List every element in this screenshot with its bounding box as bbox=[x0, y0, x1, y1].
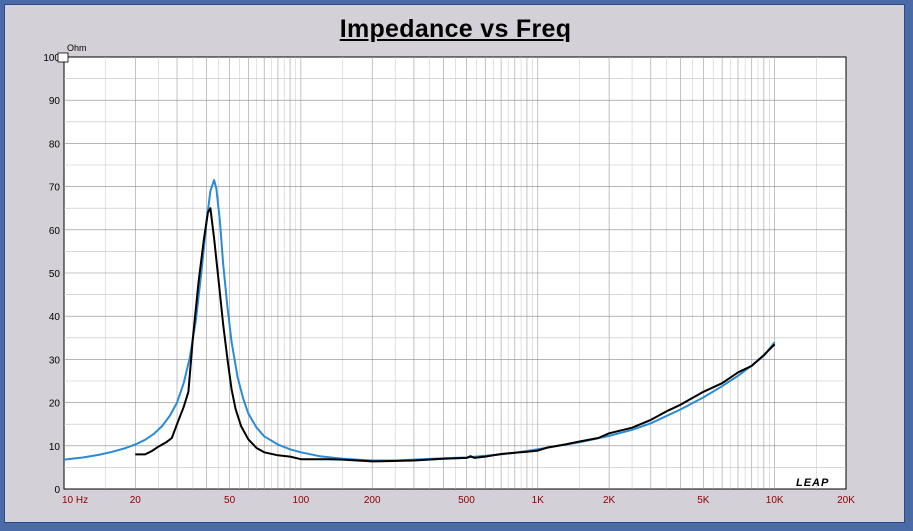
y-tick-label: 100 bbox=[43, 53, 60, 64]
x-tick-label: 500 bbox=[458, 495, 475, 506]
x-tick-label: 10K bbox=[766, 495, 784, 506]
y-tick-label: 70 bbox=[49, 183, 61, 194]
series-layer bbox=[63, 179, 776, 463]
x-tick-label: 10 Hz bbox=[62, 495, 88, 506]
series-line-1 bbox=[63, 179, 776, 462]
x-tick-label: 2K bbox=[603, 495, 616, 506]
y-tick-label: 60 bbox=[49, 226, 61, 237]
x-tick-label: 5K bbox=[697, 495, 710, 506]
x-tick-label: 20 bbox=[130, 495, 142, 506]
series-line-2 bbox=[135, 207, 776, 463]
x-tick-label: 20K bbox=[837, 495, 855, 506]
grid bbox=[64, 57, 846, 489]
leap-logo: LEAP bbox=[796, 477, 829, 489]
y-tick-label: 80 bbox=[49, 139, 61, 150]
y-tick-label: 10 bbox=[49, 442, 61, 453]
y-tick-label: 30 bbox=[49, 355, 61, 366]
y-tick-label: 50 bbox=[49, 269, 61, 280]
unit-marker-icon bbox=[57, 52, 69, 63]
x-tick-label: 200 bbox=[364, 495, 381, 506]
y-tick-label: 0 bbox=[54, 485, 60, 496]
y-unit-label: Ohm bbox=[67, 43, 87, 53]
y-tick-label: 40 bbox=[49, 312, 61, 323]
chart-title: Impedance vs Freq bbox=[339, 15, 572, 43]
y-tick-label: 90 bbox=[49, 96, 61, 107]
x-tick-label: 1K bbox=[532, 495, 545, 506]
x-tick-label: 50 bbox=[224, 495, 236, 506]
x-axis: 10 Hz 20 50 100 200 500 1K 2K 5K 10K 20K bbox=[62, 495, 855, 506]
y-axis: 0 10 20 30 40 50 60 70 80 90 100 bbox=[43, 53, 60, 496]
x-tick-label: 100 bbox=[293, 495, 310, 506]
y-tick-label: 20 bbox=[49, 399, 61, 410]
